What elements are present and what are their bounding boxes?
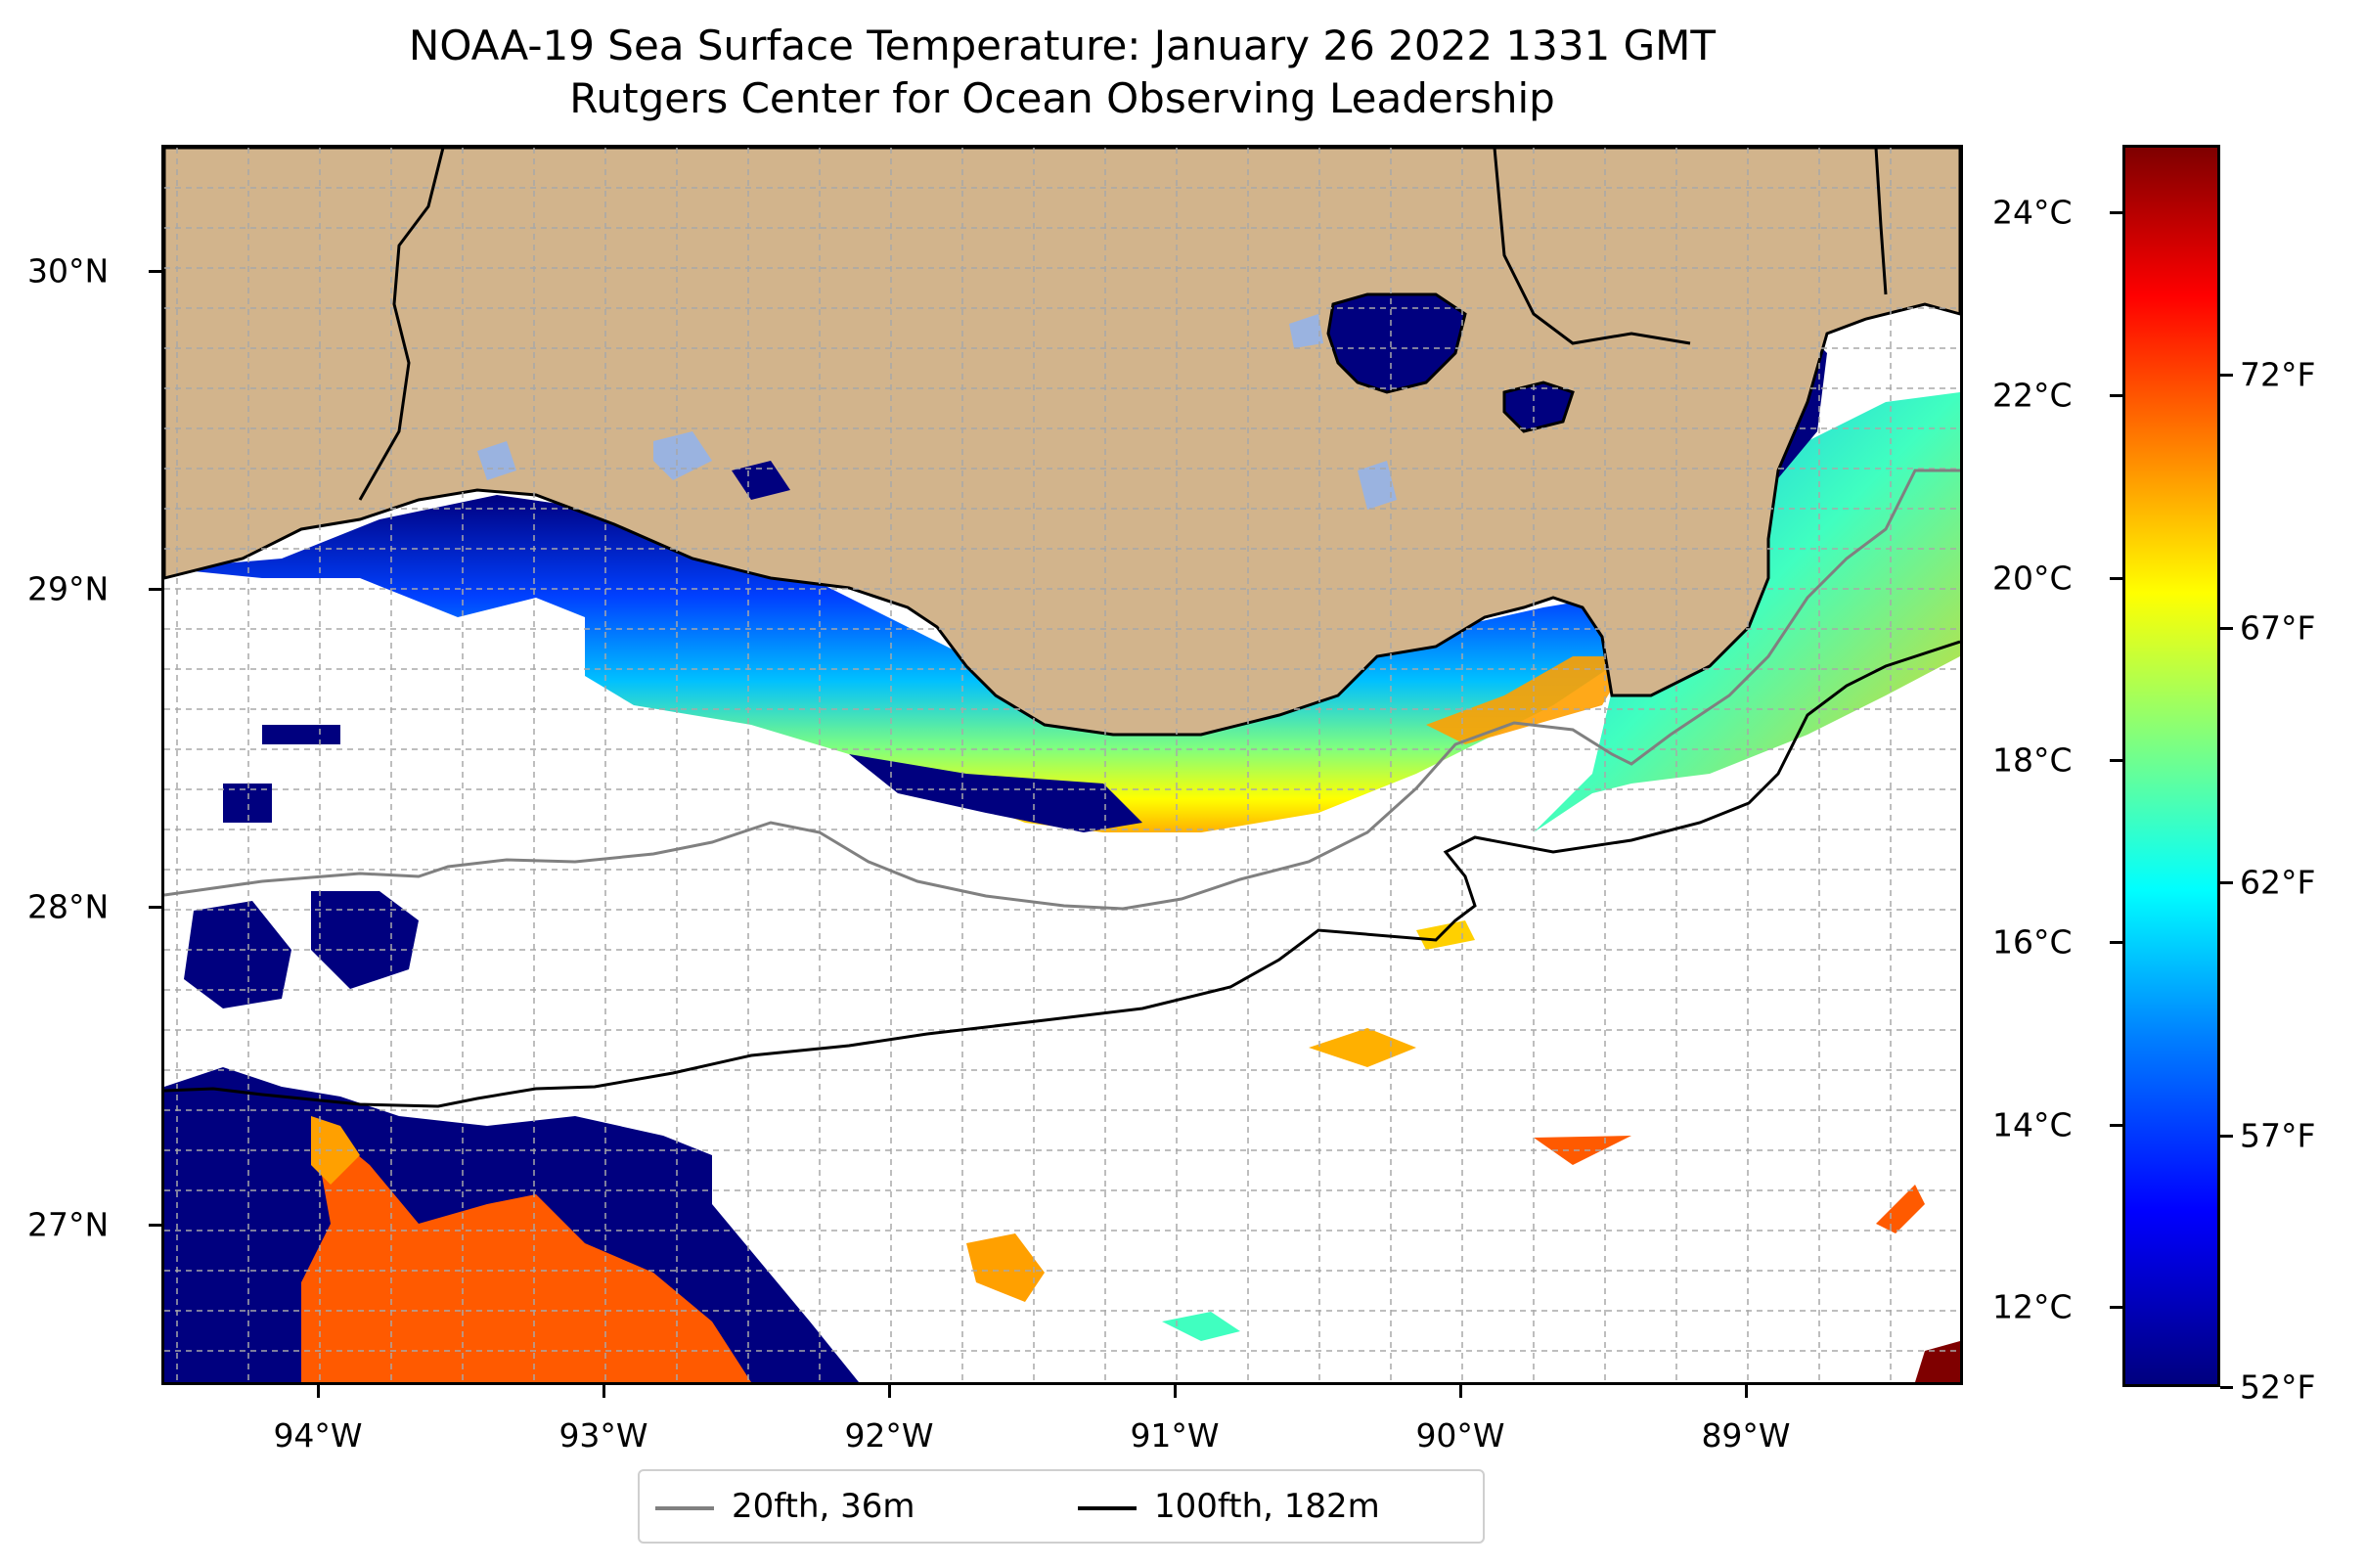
lon-tick xyxy=(1174,1385,1177,1398)
isobath-20fth xyxy=(164,469,1960,911)
map-gridlines xyxy=(164,148,1960,1382)
colorbar xyxy=(2122,145,2220,1387)
colorbar-tick xyxy=(2110,577,2122,580)
colorbar-label-c: 20°C xyxy=(1992,559,2073,598)
colorbar-tick xyxy=(2220,1386,2233,1389)
colorbar-tick xyxy=(2110,394,2122,397)
lon-tick xyxy=(317,1385,320,1398)
lon-tick xyxy=(888,1385,891,1398)
colorbar-tick xyxy=(2110,211,2122,214)
sst-map[interactable] xyxy=(161,145,1963,1385)
colorbar-label-f: 52°F xyxy=(2240,1367,2316,1407)
colorbar-tick xyxy=(2110,1124,2122,1127)
colorbar-tick xyxy=(2220,374,2233,377)
colorbar-tick xyxy=(2220,627,2233,630)
lat-label-30n: 30°N xyxy=(27,251,110,291)
legend-line-100fth xyxy=(1078,1506,1137,1510)
colorbar-label-c: 12°C xyxy=(1992,1287,2073,1326)
lon-tick xyxy=(1745,1385,1748,1398)
lon-tick xyxy=(602,1385,605,1398)
colorbar-tick xyxy=(2220,881,2233,884)
colorbar-label-c: 16°C xyxy=(1992,922,2073,962)
lon-label-91w: 91°W xyxy=(1130,1416,1220,1455)
lon-label-94w: 94°W xyxy=(273,1416,363,1455)
colorbar-label-f: 67°F xyxy=(2240,608,2316,648)
lon-label-93w: 93°W xyxy=(558,1416,648,1455)
colorbar-label-c: 14°C xyxy=(1992,1105,2073,1144)
lon-label-89w: 89°W xyxy=(1701,1416,1791,1455)
sst-offshore-patches xyxy=(164,725,1960,1382)
colorbar-label-c: 24°C xyxy=(1992,193,2073,232)
lat-tick xyxy=(149,588,161,591)
colorbar-label-c: 18°C xyxy=(1992,740,2073,780)
legend-label-20fth: 20fth, 36m xyxy=(732,1487,915,1526)
chart-title: NOAA-19 Sea Surface Temperature: January… xyxy=(408,22,1717,69)
colorbar-tick xyxy=(2220,1135,2233,1138)
colorbar-tick xyxy=(2110,759,2122,762)
legend-line-20fth xyxy=(655,1506,714,1510)
chart-subtitle: Rutgers Center for Ocean Observing Leade… xyxy=(569,74,1555,122)
state-borders xyxy=(358,148,1888,501)
inland-waters xyxy=(477,292,1575,510)
colorbar-label-f: 72°F xyxy=(2240,355,2316,394)
lat-tick xyxy=(149,906,161,909)
lon-label-92w: 92°W xyxy=(844,1416,934,1455)
lat-tick xyxy=(149,1224,161,1227)
colorbar-tick xyxy=(2110,941,2122,944)
lat-label-28n: 28°N xyxy=(27,887,110,926)
lat-label-29n: 29°N xyxy=(27,569,110,608)
legend: 20fth, 36m 100fth, 182m xyxy=(638,1469,1485,1544)
isobath-100fth xyxy=(164,640,1960,1108)
lon-tick xyxy=(1459,1385,1462,1398)
colorbar-label-c: 22°C xyxy=(1992,376,2073,415)
lon-label-90w: 90°W xyxy=(1415,1416,1505,1455)
legend-label-100fth: 100fth, 182m xyxy=(1154,1487,1380,1526)
land-louisiana xyxy=(164,148,1960,737)
colorbar-label-f: 62°F xyxy=(2240,863,2316,902)
colorbar-label-f: 57°F xyxy=(2240,1116,2316,1155)
lat-tick xyxy=(149,270,161,273)
lat-label-27n: 27°N xyxy=(27,1205,110,1244)
colorbar-tick xyxy=(2110,1306,2122,1309)
